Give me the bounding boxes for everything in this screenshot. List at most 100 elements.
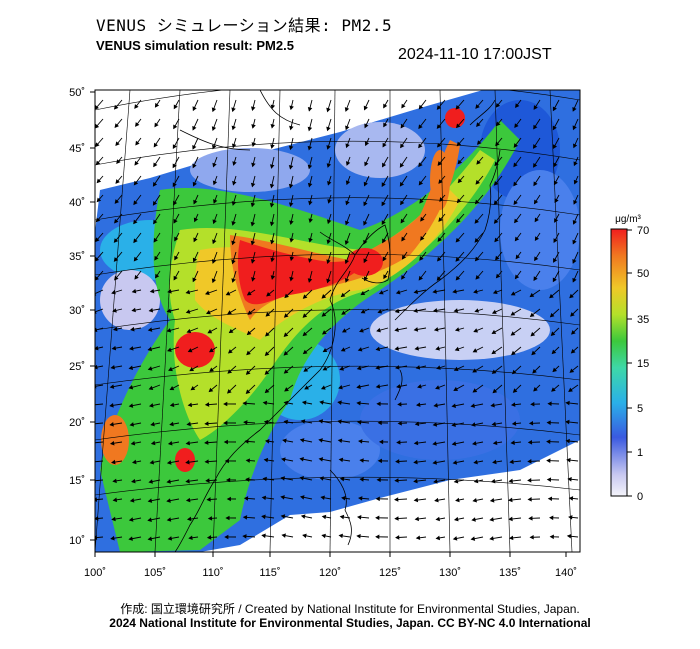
wind-arrow-head — [438, 217, 443, 222]
longitude-line — [494, 90, 511, 552]
hotspot-far-northeast — [445, 108, 465, 128]
wind-arrow-head — [413, 459, 418, 465]
wind-arrow-head — [436, 124, 442, 129]
region-pacific-north — [500, 170, 580, 290]
wind-arrow-head — [565, 400, 570, 406]
wind-arrow-head — [510, 331, 516, 336]
wind-arrow-head — [270, 104, 276, 110]
wind-arrow-head — [172, 182, 177, 188]
wind-arrow-head — [154, 255, 159, 261]
wind-arrow-head — [573, 199, 578, 205]
wind-arrow-head — [95, 237, 100, 243]
wind-arrow-head — [128, 517, 134, 522]
wind-arrow-head — [511, 350, 516, 356]
wind-arrow-head — [508, 478, 513, 484]
wind-arrow-head — [223, 439, 228, 445]
wind-arrow-head — [451, 403, 457, 408]
wind-arrow-head — [359, 458, 364, 463]
wind-arrow-head — [356, 365, 362, 371]
wind-arrow-head — [533, 124, 538, 130]
wind-arrow-head — [489, 498, 495, 503]
wind-arrow-head — [376, 401, 381, 407]
wind-arrow-head — [130, 326, 135, 332]
wind-arrow-head — [225, 291, 231, 296]
wind-arrow-head — [341, 310, 346, 315]
lon-tick-label: 105˚ — [144, 567, 166, 579]
wind-arrow-head — [453, 308, 459, 313]
wind-arrow-head — [376, 327, 381, 333]
wind-arrow-head — [326, 219, 332, 225]
wind-arrow-head — [375, 365, 380, 370]
wind-arrow-head — [185, 440, 191, 446]
wind-arrow-head — [299, 495, 305, 500]
wind-arrow-head — [491, 329, 497, 334]
wind-arrow-head — [206, 535, 212, 540]
wind-arrow-head — [128, 385, 134, 390]
wind-arrow-head — [111, 516, 116, 522]
wind-arrow-head — [245, 458, 250, 463]
wind-arrow-head — [112, 497, 118, 503]
coastlines — [174, 90, 501, 552]
wind-arrow-head — [453, 516, 459, 522]
wind-arrow-head — [95, 256, 100, 262]
wind-arrow-head — [433, 327, 439, 332]
lat-tick-label: 25˚ — [69, 361, 85, 373]
wind-arrow-head — [192, 257, 198, 263]
wind-arrow-head — [231, 143, 237, 149]
wind-arrow-head — [551, 349, 557, 355]
wind-arrow-head — [364, 123, 369, 129]
wind-arrow-head — [534, 256, 539, 262]
wind-arrow-head — [515, 254, 520, 260]
wind-arrow-head — [133, 238, 138, 244]
wind-arrow-head — [377, 420, 382, 426]
wind-arrow-head — [356, 533, 361, 539]
wind-arrow-head — [269, 202, 275, 208]
wind-arrow-head — [474, 238, 480, 243]
wind-arrow-head — [322, 347, 328, 353]
wind-arrow-head — [433, 479, 438, 484]
wind-arrow-head — [114, 123, 119, 128]
wind-arrow-head — [128, 403, 134, 408]
wind-arrow-head — [455, 275, 461, 281]
wind-arrow-head — [169, 421, 174, 427]
wind-arrow-head — [473, 328, 479, 333]
wind-arrow-head — [363, 105, 368, 111]
wind-arrow-head — [262, 400, 268, 406]
wind-arrow-head — [339, 366, 345, 371]
wind-arrow-head — [340, 347, 346, 352]
wind-arrow-head — [149, 288, 155, 294]
wind-arrow-head — [131, 307, 136, 313]
wind-arrow-head — [470, 536, 476, 541]
wind-arrow-head — [129, 498, 135, 503]
wind-arrow-head — [167, 347, 172, 352]
wind-arrow-head — [528, 420, 534, 426]
wind-arrow-head — [400, 143, 405, 149]
wind-arrow-head — [92, 460, 95, 463]
wind-arrow-head — [250, 221, 256, 227]
wind-arrow-head — [133, 180, 139, 186]
wind-arrow-head — [148, 479, 153, 484]
wind-arrow-head — [261, 495, 267, 501]
wind-arrow-head — [566, 457, 571, 463]
wind-arrow-head — [377, 458, 382, 464]
wind-arrow-head — [205, 478, 210, 483]
wind-arrow-head — [111, 290, 116, 295]
wind-arrow-head — [565, 438, 570, 444]
wind-arrow-head — [472, 441, 477, 446]
wind-arrow-head — [204, 459, 209, 464]
wind-arrow-head — [153, 237, 158, 243]
wind-arrow-head — [433, 403, 438, 408]
wind-arrow-head — [437, 237, 443, 242]
wind-arrow-head — [340, 292, 346, 298]
wind-arrow-head — [269, 183, 275, 189]
wind-arrow-head — [572, 277, 577, 283]
wind-arrow-head — [116, 159, 121, 164]
wind-arrow-head — [225, 477, 231, 483]
wind-arrow-head — [495, 102, 501, 108]
wind-arrow-head — [185, 309, 191, 314]
lat-tick-label: 50˚ — [69, 87, 85, 99]
wind-arrow-head — [436, 256, 442, 262]
wind-arrow-head — [244, 439, 249, 444]
wind-arrow-head — [319, 476, 324, 481]
wind-arrow-head — [174, 236, 179, 242]
